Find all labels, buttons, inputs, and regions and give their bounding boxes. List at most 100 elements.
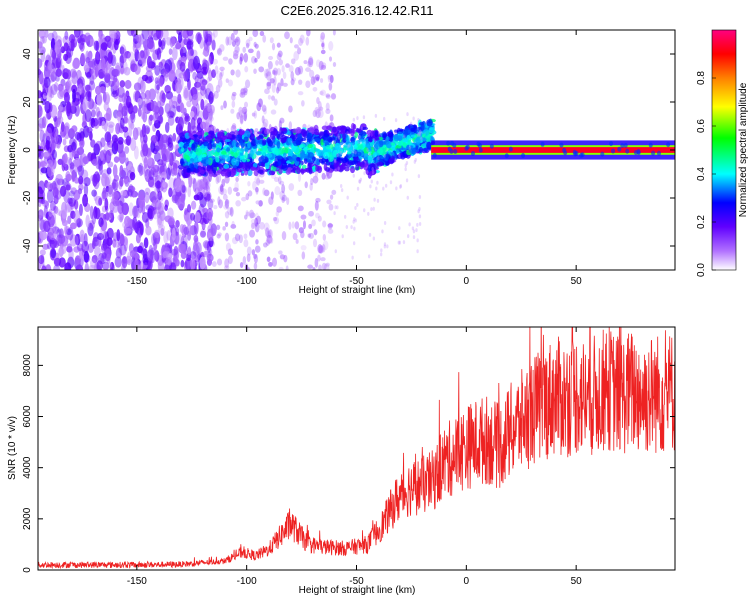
spectrogram-cell	[247, 48, 254, 54]
spectrogram-cell	[452, 142, 457, 148]
spectrogram-cell	[190, 258, 196, 270]
spectrogram-cell	[89, 131, 93, 141]
spectrogram-cell	[620, 143, 625, 149]
spectrogram-cell	[45, 264, 52, 270]
spectrogram-carrier-core	[431, 147, 675, 153]
spectrogram-cell	[318, 245, 324, 254]
spectrogram-cell	[333, 211, 336, 216]
spectrogram-cell	[89, 38, 95, 47]
spectrogram-cell	[353, 226, 356, 231]
spectrogram-cell	[252, 30, 259, 38]
spectrogram-cell	[247, 190, 253, 197]
spectrogram-cell	[193, 234, 199, 243]
spectrogram-cell	[573, 151, 578, 157]
spectrogram-cell	[208, 215, 213, 226]
spectrogram-cell	[266, 256, 271, 263]
spectrogram-cell	[73, 189, 81, 201]
spectrogram-cell	[79, 229, 85, 243]
spectrogram-cell	[226, 168, 231, 173]
spectrogram-cell	[338, 130, 346, 135]
spectrogram-cell	[321, 172, 326, 180]
spectrogram-cell	[315, 59, 321, 68]
spectrogram-cell	[328, 41, 334, 51]
spectrogram-cell	[241, 196, 247, 202]
spectrogram-cell	[230, 169, 237, 176]
spectrogram-cell	[216, 258, 223, 266]
spectrogram-cell	[224, 172, 229, 177]
spectrogram-cell	[132, 43, 138, 53]
spectrogram-cell	[394, 158, 397, 163]
spectrogram-cell	[78, 203, 83, 216]
spectrogram-cell	[297, 91, 304, 96]
spectrogram-cell	[93, 143, 101, 156]
spectrogram-cell	[142, 111, 148, 123]
spectrogram-cell	[352, 117, 356, 122]
spectrogram-cell	[266, 81, 272, 87]
spectrogram-cell	[346, 131, 349, 136]
spectrogram-cell	[122, 126, 129, 133]
spectrogram-cell	[233, 49, 239, 57]
spectrogram-cell	[372, 206, 375, 211]
spectrogram-cell	[66, 45, 72, 59]
spectrogram-cell	[285, 265, 289, 270]
spectrogram-cell	[202, 90, 206, 99]
spectrogram-cell	[224, 154, 231, 162]
spectrogram-cell	[177, 116, 184, 131]
spectrogram-panel: -150 -100 -50 0 50 -40 -20 0 20 40 Height of stra…	[7, 29, 676, 296]
spectrogram-cell	[350, 225, 353, 230]
spectrogram-cell	[55, 173, 63, 184]
spectrogram-cell	[203, 30, 208, 41]
spectrogram-cell	[254, 43, 259, 49]
spectrogram-cell	[227, 248, 234, 256]
spectrogram-cell	[105, 94, 111, 104]
spectrogram-cell	[38, 217, 45, 231]
colorbar-tick-label: 0.0	[696, 263, 707, 277]
spectrogram-cell	[233, 30, 239, 35]
spectrogram-cell	[227, 79, 234, 87]
spectrogram-cell	[139, 92, 147, 100]
spectrogram-cell	[73, 246, 81, 253]
spectrogram-cell	[282, 152, 287, 158]
spectrogram-cell	[113, 38, 119, 51]
spectrogram-cell	[273, 176, 280, 182]
spectrogram-cell	[219, 72, 223, 80]
spectrogram-cell	[102, 91, 107, 103]
spectrogram-cell	[245, 211, 250, 217]
spectrogram-cell	[174, 178, 182, 193]
snr-ytick-label: 6000	[22, 405, 33, 428]
spectrogram-cell	[292, 232, 298, 241]
spectrogram-cell	[314, 200, 319, 211]
spectrogram-cell	[291, 58, 296, 65]
spectrogram-cell	[127, 188, 133, 197]
spectrogram-cell	[158, 224, 166, 233]
spectrogram-cell	[101, 252, 107, 259]
spectrogram-cell	[648, 142, 653, 148]
spectrogram-cell	[253, 68, 257, 74]
spectrogram-cell	[126, 30, 135, 37]
spectrogram-cell	[252, 222, 258, 229]
spectrogram-cell	[294, 221, 300, 230]
colorbar-tick-label: 0.4	[696, 167, 707, 181]
spectrogram-cell	[84, 109, 92, 123]
spectrogram-cell	[116, 109, 122, 117]
spectrogram-cell	[416, 238, 419, 243]
spectrogram-cell	[416, 249, 419, 254]
spectrogram-cell	[234, 181, 239, 192]
spectrogram-cell	[154, 250, 160, 262]
spectrogram-cell	[117, 86, 125, 98]
spectrogram-cell	[211, 69, 217, 78]
spectrogram-cell	[275, 59, 279, 66]
spectrogram-cell	[45, 140, 50, 151]
spectrogram-cell	[107, 121, 115, 128]
spectrogram-cell	[329, 194, 334, 200]
snr-series-line	[38, 327, 675, 570]
spectrogram-cell	[263, 68, 269, 77]
spectrogram-cell	[395, 186, 398, 191]
spectrogram-cell	[91, 117, 99, 127]
snr-xtick-label: -50	[349, 576, 364, 587]
spectrogram-cell	[167, 137, 173, 145]
spectrogram-ytick-label: -40	[22, 238, 33, 253]
spectrogram-cell	[291, 221, 295, 229]
spectrogram-cell	[200, 98, 205, 111]
spectrogram-cell	[321, 42, 325, 48]
